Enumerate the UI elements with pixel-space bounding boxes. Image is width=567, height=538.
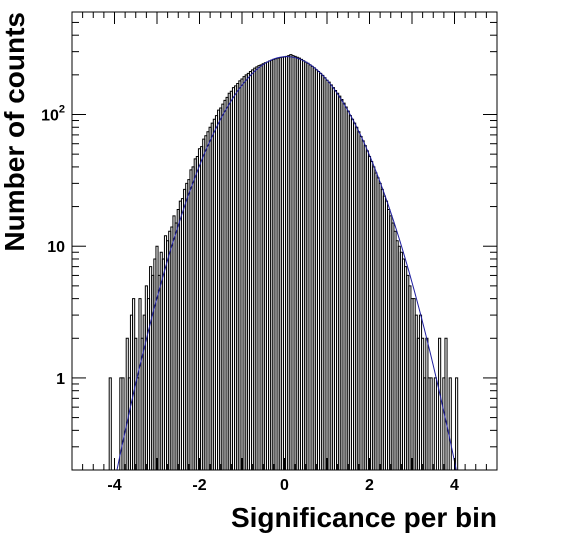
y-axis-title: Number of counts bbox=[0, 12, 30, 252]
histogram-bin bbox=[108, 377, 112, 470]
histogram-bin bbox=[444, 337, 448, 470]
plot-frame bbox=[71, 11, 498, 471]
histogram-bin bbox=[429, 377, 433, 470]
fit-curve-layer bbox=[116, 56, 457, 470]
y-tick-label: 10 bbox=[47, 239, 65, 256]
histogram-bin bbox=[121, 377, 125, 470]
x-tick-label: 0 bbox=[280, 477, 289, 494]
histogram-bin bbox=[448, 377, 452, 470]
fit-curve bbox=[116, 56, 457, 470]
y-tick-label: 1 bbox=[56, 371, 65, 388]
histogram-bin bbox=[433, 377, 437, 470]
axes: -4 -2 0 2 4 1 10 102 bbox=[41, 11, 497, 494]
x-tick-label: 4 bbox=[450, 477, 459, 494]
x-tick-label: 2 bbox=[365, 477, 374, 494]
x-tick-label: -4 bbox=[107, 477, 121, 494]
x-axis-title: Significance per bin bbox=[231, 502, 497, 533]
y-tick-label: 102 bbox=[41, 103, 65, 124]
histogram-bin bbox=[455, 377, 459, 470]
histogram-bars bbox=[108, 54, 459, 470]
histogram-bin bbox=[438, 337, 442, 470]
x-tick-label: -2 bbox=[192, 477, 206, 494]
